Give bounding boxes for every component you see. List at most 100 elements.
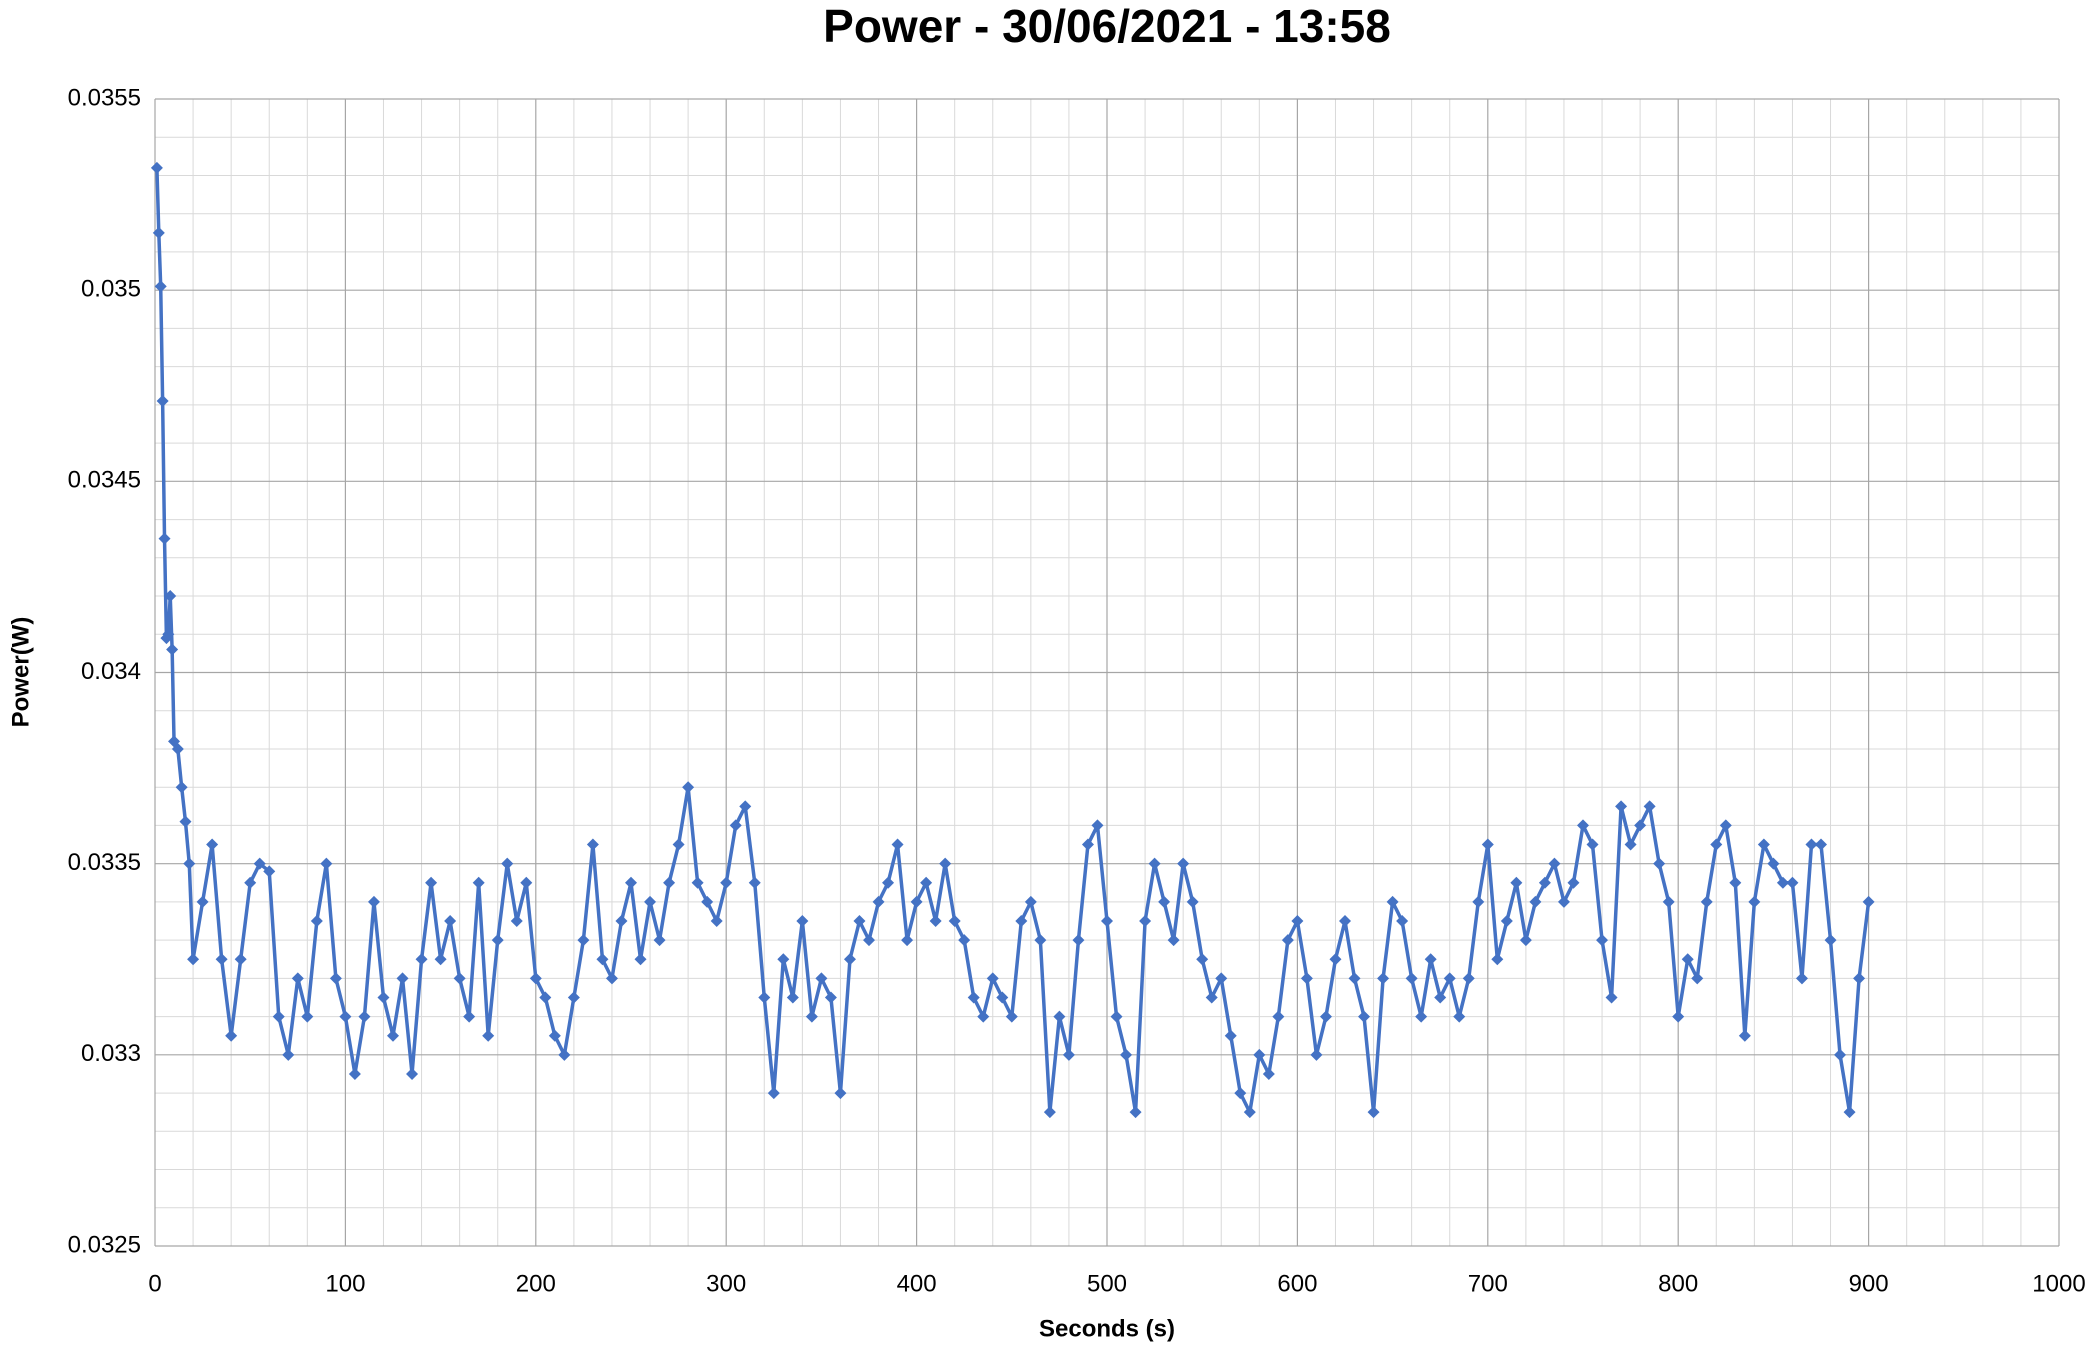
x-tick-label: 1000 [2032, 1270, 2085, 1297]
marker [1653, 857, 1666, 870]
marker [1386, 895, 1399, 908]
marker [444, 915, 457, 928]
marker [615, 915, 628, 928]
marker [272, 1010, 285, 1023]
y-tick-label: 0.0355 [68, 84, 141, 111]
marker [1262, 1067, 1275, 1080]
marker [1310, 1048, 1323, 1061]
marker [156, 395, 169, 408]
marker [548, 1029, 561, 1042]
x-tick-label: 800 [1658, 1270, 1698, 1297]
marker [348, 1067, 361, 1080]
marker [748, 876, 761, 889]
marker [154, 280, 167, 293]
marker [1729, 876, 1742, 889]
marker [377, 991, 390, 1004]
marker [634, 953, 647, 966]
marker [1596, 934, 1609, 947]
marker [1139, 915, 1152, 928]
marker [282, 1048, 295, 1061]
marker [1738, 1029, 1751, 1042]
marker [415, 953, 428, 966]
marker [720, 876, 733, 889]
marker [853, 915, 866, 928]
marker [1672, 1010, 1685, 1023]
marker [1120, 1048, 1133, 1061]
y-tick-label: 0.035 [81, 276, 141, 303]
marker [339, 1010, 352, 1023]
marker [1510, 876, 1523, 889]
marker [977, 1010, 990, 1023]
marker [1634, 819, 1647, 832]
marker [175, 781, 188, 794]
marker [567, 991, 580, 1004]
marker [150, 161, 163, 174]
marker [1091, 819, 1104, 832]
marker [1024, 895, 1037, 908]
marker [1396, 915, 1409, 928]
marker [301, 1010, 314, 1023]
marker [1377, 972, 1390, 985]
marker [1243, 1106, 1256, 1119]
marker [701, 895, 714, 908]
marker [872, 895, 885, 908]
marker [891, 838, 904, 851]
x-tick-label: 200 [516, 1270, 556, 1297]
marker [206, 838, 219, 851]
marker [1453, 1010, 1466, 1023]
marker [1300, 972, 1313, 985]
marker [1196, 953, 1209, 966]
marker [196, 895, 209, 908]
marker [1272, 1010, 1285, 1023]
marker [1710, 838, 1723, 851]
marker [910, 895, 923, 908]
marker [215, 953, 228, 966]
marker [539, 991, 552, 1004]
marker [786, 991, 799, 1004]
marker [1567, 876, 1580, 889]
marker [179, 815, 192, 828]
marker [367, 895, 380, 908]
marker [1767, 857, 1780, 870]
marker [329, 972, 342, 985]
marker [1339, 915, 1351, 928]
marker [824, 991, 837, 1004]
marker [843, 953, 856, 966]
marker [162, 628, 175, 641]
marker [453, 972, 466, 985]
marker [1577, 819, 1589, 832]
marker [967, 991, 980, 1004]
marker [291, 972, 304, 985]
marker [1824, 934, 1837, 947]
marker [663, 876, 676, 889]
marker [1348, 972, 1361, 985]
marker [1367, 1106, 1380, 1119]
marker [901, 934, 914, 947]
marker [986, 972, 999, 985]
marker [482, 1029, 495, 1042]
marker [1415, 1010, 1428, 1023]
marker [1748, 895, 1761, 908]
marker [406, 1067, 419, 1080]
marker [920, 876, 933, 889]
marker [644, 895, 657, 908]
marker [1224, 1029, 1237, 1042]
marker [387, 1029, 399, 1042]
marker [1624, 838, 1637, 851]
x-tick-label: 300 [706, 1270, 746, 1297]
marker [1605, 991, 1618, 1004]
x-tick-label: 400 [897, 1270, 937, 1297]
y-tick-label: 0.0345 [68, 467, 141, 494]
marker [187, 953, 200, 966]
marker [164, 590, 177, 603]
marker [396, 972, 409, 985]
marker [1319, 1010, 1332, 1023]
marker [1719, 819, 1732, 832]
marker [1062, 1048, 1075, 1061]
chart-title: Power - 30/06/2021 - 13:58 [823, 0, 1391, 52]
marker [1186, 895, 1199, 908]
marker [1434, 991, 1447, 1004]
marker [1481, 838, 1494, 851]
marker [1110, 1010, 1123, 1023]
marker [510, 915, 523, 928]
